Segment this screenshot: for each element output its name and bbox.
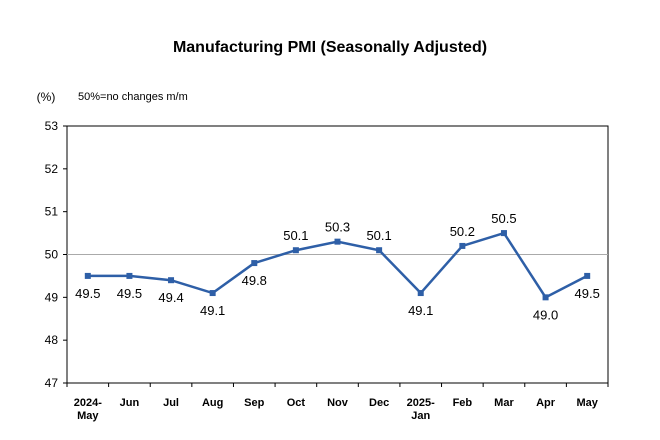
data-label: 50.5	[491, 211, 516, 226]
x-tick-label: Feb	[453, 397, 473, 409]
data-label: 49.4	[158, 290, 183, 305]
x-tick-label: 2024-May	[74, 397, 102, 422]
y-tick-label: 47	[45, 376, 59, 390]
data-label: 49.8	[242, 273, 267, 288]
x-tick-label: Sep	[244, 397, 264, 409]
data-point	[500, 230, 507, 237]
y-tick-label: 48	[45, 333, 59, 347]
data-label: 50.2	[450, 224, 475, 239]
y-tick-label: 52	[45, 162, 59, 176]
data-point	[417, 290, 424, 297]
y-unit-label: (%)	[37, 90, 56, 104]
data-labels: 49.5 49.5 49.4 49.1 49.8 50.1 50.3 50.1 49.1 50.2…	[75, 211, 600, 322]
x-axis: 2024-May Jun Jul Aug Sep Oct Nov Dec 2025-Jan Feb…	[66, 383, 609, 422]
y-tick-label: 50	[45, 248, 59, 262]
data-point	[84, 272, 91, 279]
chart-title: Manufacturing PMI (Seasonally Adjusted)	[173, 39, 487, 56]
y-axis: 47 48 49 50 51 52 53	[45, 119, 67, 390]
data-label: 49.5	[575, 286, 600, 301]
x-tick-label: Dec	[369, 397, 389, 409]
data-point	[459, 242, 466, 249]
x-tick-label: Mar	[494, 397, 514, 409]
x-tick-label: May	[576, 397, 598, 409]
x-tick-label: Oct	[287, 397, 306, 409]
data-point	[334, 238, 341, 245]
data-label: 49.1	[200, 303, 225, 318]
data-label: 49.0	[533, 307, 558, 322]
data-label: 49.5	[117, 286, 142, 301]
series-pmi	[84, 230, 591, 301]
x-tick-label: Apr	[536, 397, 556, 409]
data-label: 50.1	[283, 228, 308, 243]
x-tick-label: Nov	[327, 397, 349, 409]
y-tick-label: 49	[45, 290, 59, 304]
chart-note: 50%=no changes m/m	[78, 91, 188, 103]
data-label: 49.1	[408, 303, 433, 318]
data-point	[376, 247, 383, 254]
x-tick-label: 2025-Jan	[407, 397, 435, 422]
data-label: 49.5	[75, 286, 100, 301]
data-point	[292, 247, 299, 254]
data-point	[126, 272, 133, 279]
data-point	[251, 260, 258, 267]
y-tick-label: 53	[45, 119, 59, 133]
data-point	[168, 277, 175, 284]
x-tick-label: Jul	[163, 397, 179, 409]
data-point	[209, 290, 216, 297]
data-point	[542, 294, 549, 301]
y-tick-label: 51	[45, 205, 59, 219]
data-label: 50.1	[366, 228, 391, 243]
x-tick-label: Jun	[120, 397, 140, 409]
data-point	[584, 272, 591, 279]
data-label: 50.3	[325, 220, 350, 235]
x-tick-label: Aug	[202, 397, 223, 409]
